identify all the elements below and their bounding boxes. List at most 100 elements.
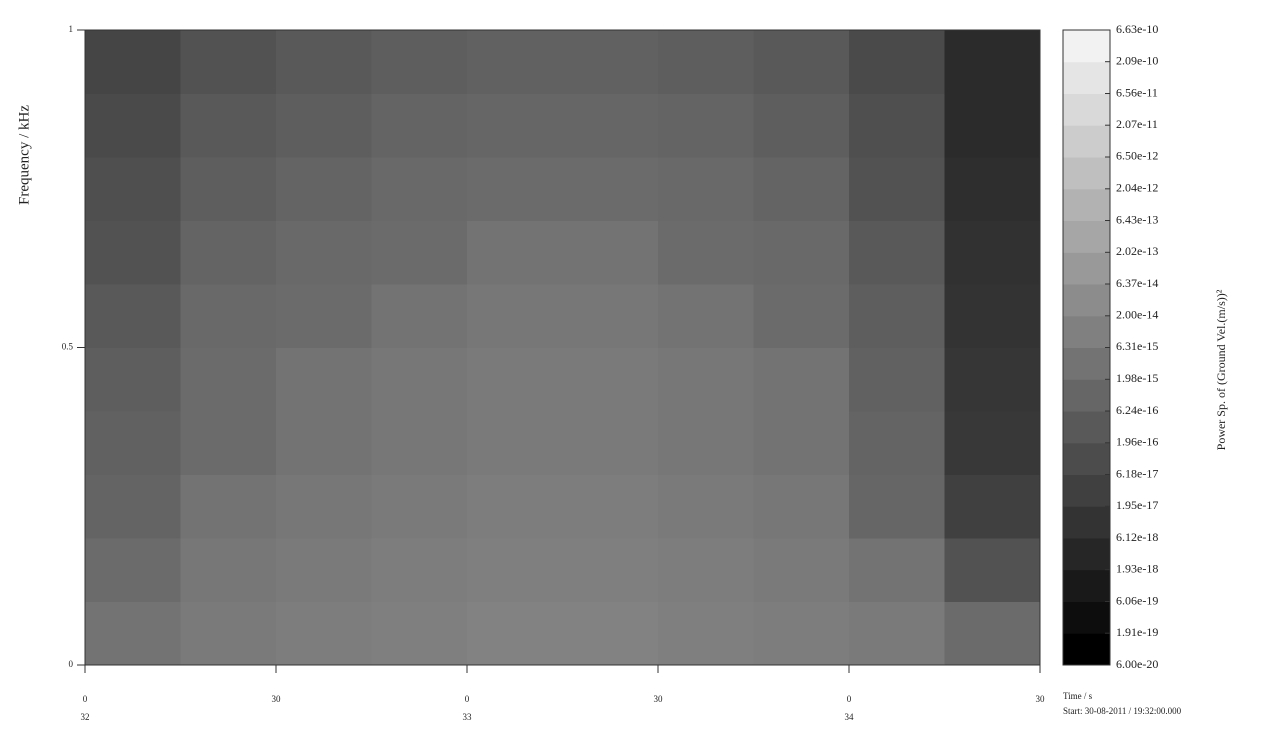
heatmap-cell <box>180 411 277 475</box>
colorbar-segment <box>1063 347 1110 380</box>
heatmap-cell <box>467 474 563 539</box>
colorbar-label: Power Sp. of (Ground Vel.(m/s))² <box>1214 289 1228 450</box>
colorbar-tick-label: 6.18e-17 <box>1116 466 1158 480</box>
x-tick-label: 30 <box>1036 694 1046 704</box>
heatmap-cell <box>849 220 945 285</box>
heatmap-cell <box>562 93 659 158</box>
heatmap-cell <box>180 601 277 666</box>
heatmap-cell <box>467 220 563 285</box>
colorbar-segment <box>1063 506 1110 539</box>
heatmap-cell <box>658 157 754 221</box>
heatmap-cell <box>180 93 277 158</box>
heatmap-cell <box>276 411 372 475</box>
colorbar-tick-label: 1.95e-17 <box>1116 498 1158 512</box>
heatmap-cell <box>180 284 277 348</box>
colorbar-tick-label: 6.31e-15 <box>1116 339 1158 353</box>
colorbar-tick-label: 6.00e-20 <box>1116 657 1158 671</box>
minute-label: 33 <box>463 712 473 722</box>
heatmap-cell <box>371 93 468 158</box>
colorbar-segment <box>1063 569 1110 603</box>
heatmap-cell <box>371 30 468 94</box>
colorbar-tick-label: 1.91e-19 <box>1116 625 1158 639</box>
heatmap-cell <box>276 284 372 348</box>
heatmap-cell <box>467 411 563 475</box>
heatmap-cell <box>753 157 850 221</box>
colorbar-tick-label: 2.00e-14 <box>1116 308 1158 322</box>
heatmap-cell <box>180 474 277 539</box>
x-tick-label: 30 <box>272 694 282 704</box>
colorbar-tick-label: 2.09e-10 <box>1116 53 1158 67</box>
heatmap-cell <box>944 601 1041 666</box>
heatmap-cell <box>562 538 659 602</box>
colorbar-tick-label: 6.24e-16 <box>1116 403 1158 417</box>
heatmap-cell <box>276 538 372 602</box>
heatmap-cell <box>467 538 563 602</box>
heatmap-cell <box>849 538 945 602</box>
heatmap-cell <box>944 538 1041 602</box>
heatmap-cell <box>180 30 277 94</box>
colorbar-tick-label: 6.56e-11 <box>1116 85 1158 99</box>
colorbar-tick-label: 6.37e-14 <box>1116 276 1158 290</box>
colorbar-segment <box>1063 93 1110 126</box>
start-label: Start: 30-08-2011 / 19:32:00.000 <box>1063 706 1182 716</box>
colorbar-tick-label: 2.04e-12 <box>1116 181 1158 195</box>
colorbar-segment <box>1063 633 1110 666</box>
y-tick-label: 0 <box>69 659 74 669</box>
heatmap-cell <box>180 220 277 285</box>
x-tick-label: 0 <box>465 694 470 704</box>
heatmap-cell <box>467 347 563 412</box>
heatmap-cell <box>276 93 372 158</box>
heatmap-cell <box>276 347 372 412</box>
colorbar-segment <box>1063 474 1110 507</box>
heatmap-cell <box>944 157 1041 221</box>
heatmap-cell <box>658 474 754 539</box>
heatmap-cell <box>180 538 277 602</box>
colorbar-segment <box>1063 601 1110 634</box>
heatmap-cell <box>849 157 945 221</box>
heatmap-cell <box>85 474 181 539</box>
colorbar-tick-label: 6.12e-18 <box>1116 530 1158 544</box>
heatmap-cell <box>944 93 1041 158</box>
heatmap-cell <box>944 220 1041 285</box>
heatmap-cell <box>753 411 850 475</box>
heatmap-cell <box>371 347 468 412</box>
heatmap-cell <box>276 220 372 285</box>
colorbar-segment <box>1063 188 1110 222</box>
heatmap-cell <box>276 601 372 666</box>
heatmap-cell <box>753 220 850 285</box>
heatmap-cell <box>944 30 1041 94</box>
heatmap-cell <box>944 474 1041 539</box>
colorbar-segment <box>1063 30 1110 63</box>
heatmap-cell <box>562 220 659 285</box>
heatmap-cell <box>371 157 468 221</box>
colorbar-segment <box>1063 252 1110 285</box>
heatmap-cell <box>562 601 659 666</box>
heatmap-cell <box>753 538 850 602</box>
colorbar-segment <box>1063 379 1110 412</box>
heatmap-cell <box>658 93 754 158</box>
heatmap-cell <box>85 538 181 602</box>
heatmap-cell <box>753 30 850 94</box>
heatmap-cell <box>658 411 754 475</box>
colorbar-tick-label: 1.98e-15 <box>1116 371 1158 385</box>
heatmap-cell <box>849 30 945 94</box>
heatmap-cell <box>276 30 372 94</box>
colorbar-segment <box>1063 411 1110 444</box>
heatmap-cell <box>371 601 468 666</box>
heatmap-cell <box>562 347 659 412</box>
heatmap-cell <box>467 93 563 158</box>
heatmap-cell <box>658 30 754 94</box>
heatmap-cell <box>371 411 468 475</box>
minute-label: 32 <box>81 712 90 722</box>
heatmap-cell <box>467 30 563 94</box>
heatmap-cell <box>562 411 659 475</box>
colorbar-tick-label: 1.93e-18 <box>1116 561 1158 575</box>
x-tick-label: 0 <box>83 694 88 704</box>
heatmap-cell <box>371 284 468 348</box>
colorbar-segment <box>1063 125 1110 158</box>
heatmap-cell <box>85 93 181 158</box>
heatmap-cell <box>849 474 945 539</box>
heatmap-cell <box>276 474 372 539</box>
y-axis-label: Frequency / kHz <box>16 105 32 205</box>
